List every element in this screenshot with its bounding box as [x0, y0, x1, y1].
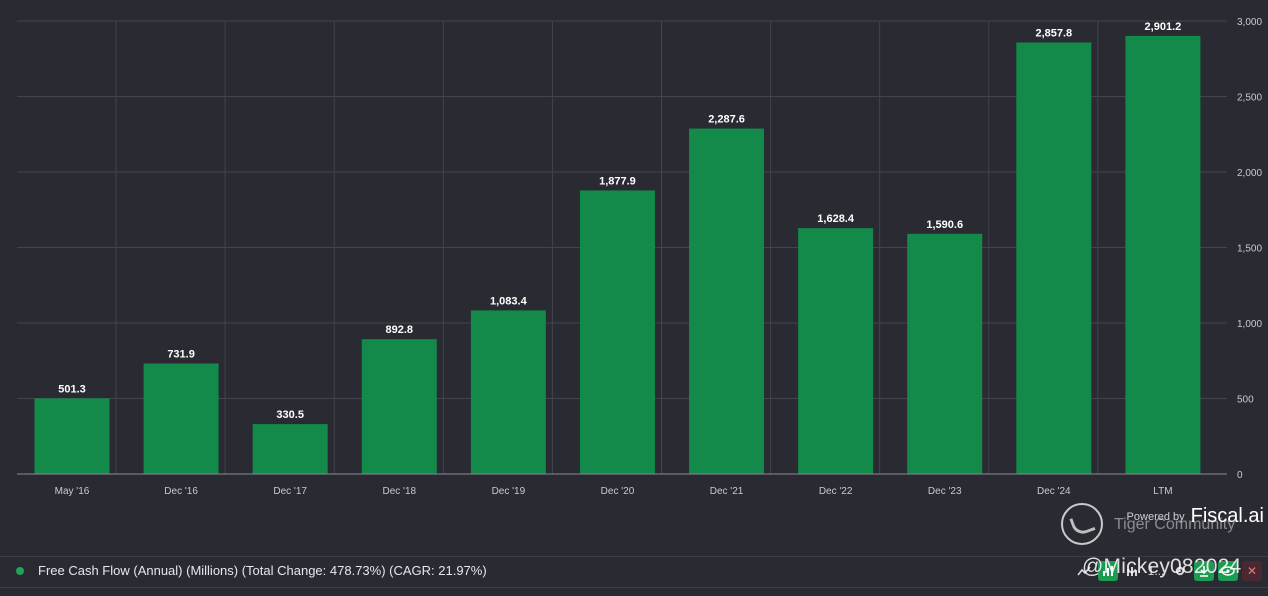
- bar: [361, 339, 437, 474]
- x-tick-label: Dec '21: [710, 486, 744, 497]
- x-tick-label: Dec '24: [1037, 486, 1071, 497]
- chart-toolbar: 1... ✕: [1074, 561, 1262, 581]
- data-label: 2,287.6: [708, 114, 745, 126]
- y-tick-label: 1,000: [1237, 319, 1262, 330]
- eye-icon[interactable]: [1218, 561, 1238, 581]
- bar: [1125, 35, 1201, 475]
- brand-name: Fiscal.ai: [1190, 505, 1264, 527]
- x-tick-label: Dec '23: [928, 486, 962, 497]
- gear-icon[interactable]: [1170, 561, 1190, 581]
- y-tick-label: 2,000: [1237, 168, 1262, 179]
- x-tick-label: Dec '20: [601, 486, 635, 497]
- y-tick-label: 1,500: [1237, 244, 1262, 255]
- data-label: 501.3: [58, 383, 86, 395]
- bar-chart-icon[interactable]: [1098, 561, 1118, 581]
- watermark-community: Tiger Community: [1114, 516, 1236, 533]
- powered-by-label: Powered by: [1126, 510, 1185, 523]
- footer-divider-bottom: [0, 587, 1268, 588]
- footer-divider: [0, 556, 1268, 557]
- stacked-bar-icon[interactable]: [1122, 561, 1142, 581]
- close-icon[interactable]: ✕: [1242, 561, 1262, 581]
- download-icon[interactable]: [1194, 561, 1214, 581]
- watermark-user: @Mickey082024: [1082, 555, 1242, 578]
- y-tick-label: 2,500: [1237, 93, 1262, 104]
- bar: [579, 190, 655, 474]
- data-label: 892.8: [386, 324, 414, 336]
- legend-dot-icon: [16, 566, 24, 575]
- y-tick-label: 0: [1237, 470, 1243, 481]
- data-label: 731.9: [167, 348, 195, 360]
- x-tick-label: Dec '16: [164, 486, 198, 497]
- more-options-button[interactable]: 1...: [1147, 564, 1165, 578]
- bar: [34, 398, 110, 474]
- x-tick-label: Dec '17: [273, 486, 307, 497]
- data-label: 2,901.2: [1145, 21, 1182, 33]
- data-label: 1,877.9: [599, 175, 636, 187]
- bar-chart: 0 500 1,000 1,500 2,000 2,500 3,000 501.3 May '1…: [17, 17, 1262, 497]
- bar: [143, 363, 219, 474]
- bar: [907, 233, 983, 474]
- y-tick-label: 500: [1237, 395, 1254, 406]
- data-label: 330.5: [276, 409, 304, 421]
- x-tick-label: May '16: [55, 486, 90, 497]
- x-tick-label: Dec '19: [492, 486, 526, 497]
- bar: [252, 424, 328, 474]
- branding: Powered by Fiscal.ai: [1127, 505, 1264, 528]
- data-label: 1,590.6: [926, 219, 963, 231]
- legend-label: Free Cash Flow (Annual) (Millions) (Tota…: [38, 563, 487, 578]
- bar: [470, 310, 546, 474]
- data-label: 2,857.8: [1035, 27, 1072, 39]
- bar: [1016, 42, 1092, 474]
- bar: [798, 228, 874, 474]
- data-label: 1,083.4: [490, 295, 528, 307]
- data-label: 1,628.4: [817, 213, 855, 225]
- x-tick-label: LTM: [1153, 486, 1172, 497]
- y-tick-label: 3,000: [1237, 17, 1262, 28]
- tiger-logo-icon: [1061, 503, 1103, 545]
- x-tick-label: Dec '22: [819, 486, 853, 497]
- legend[interactable]: Free Cash Flow (Annual) (Millions) (Tota…: [16, 563, 487, 578]
- bar: [689, 128, 765, 475]
- x-tick-label: Dec '18: [382, 486, 416, 497]
- line-chart-icon[interactable]: [1074, 561, 1094, 581]
